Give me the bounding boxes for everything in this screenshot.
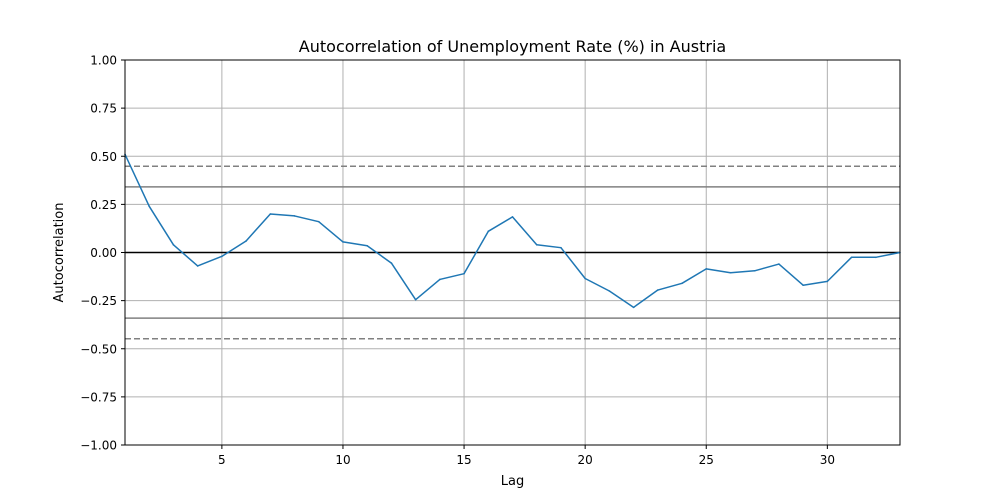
data-point xyxy=(584,277,586,280)
data-point xyxy=(874,256,877,259)
x-tick-label: 25 xyxy=(699,453,714,467)
x-tick-label: 10 xyxy=(335,453,350,467)
y-tick-label: −0.75 xyxy=(80,390,117,404)
data-point xyxy=(196,265,199,267)
y-tick-label: 0.00 xyxy=(90,246,117,260)
data-point xyxy=(463,272,465,275)
data-point xyxy=(681,282,683,285)
data-point xyxy=(535,244,538,246)
data-point xyxy=(245,240,247,242)
y-tick-label: 0.25 xyxy=(90,198,117,212)
data-point xyxy=(729,271,732,274)
data-point xyxy=(172,244,175,246)
x-tick-label: 30 xyxy=(820,453,835,467)
y-tick-label: −0.50 xyxy=(80,342,117,356)
x-tick-label: 15 xyxy=(456,453,471,467)
x-axis-ticks: 5 10 15 20 25 30 xyxy=(218,445,835,467)
data-point xyxy=(414,298,417,301)
data-point xyxy=(366,244,368,247)
data-point xyxy=(390,262,393,264)
data-point xyxy=(657,289,659,291)
data-point xyxy=(342,241,344,243)
chart-title: Autocorrelation of Unemployment Rate (%)… xyxy=(299,37,726,56)
data-point xyxy=(778,263,780,265)
data-point xyxy=(560,246,562,249)
y-tick-label: 1.00 xyxy=(90,54,117,68)
x-tick-label: 5 xyxy=(218,453,226,467)
data-point xyxy=(317,220,320,223)
data-point xyxy=(802,284,804,287)
data-point xyxy=(487,230,490,233)
y-tick-label: −1.00 xyxy=(80,439,117,453)
x-tick-label: 20 xyxy=(578,453,593,467)
reference-lines xyxy=(125,165,900,340)
y-tick-label: 0.75 xyxy=(90,102,117,116)
x-axis-label: Lag xyxy=(501,474,524,489)
data-point xyxy=(705,268,708,270)
data-point xyxy=(439,278,441,281)
y-axis-label: Autocorrelation xyxy=(52,203,67,303)
y-tick-label: −0.25 xyxy=(80,294,117,308)
data-point xyxy=(632,306,635,309)
data-point xyxy=(148,205,151,208)
data-point xyxy=(850,256,853,259)
data-point xyxy=(608,290,611,292)
data-point xyxy=(269,213,272,215)
y-axis-ticks: −1.00 −0.75 −0.50 −0.25 0.00 0.25 0.50 0.75 1.00 xyxy=(80,54,125,453)
data-point xyxy=(753,269,756,272)
y-tick-label: 0.50 xyxy=(90,150,117,164)
data-point xyxy=(511,216,514,218)
data-point xyxy=(826,280,829,283)
data-point xyxy=(293,215,296,217)
data-point xyxy=(221,255,223,258)
